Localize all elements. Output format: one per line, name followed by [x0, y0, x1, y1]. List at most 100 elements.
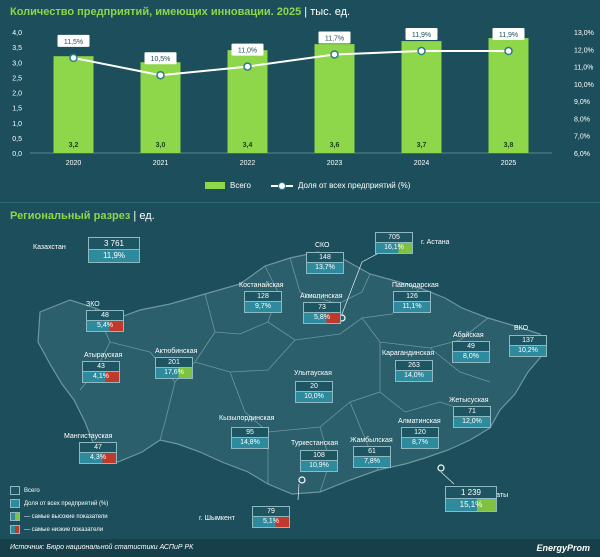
x-tick-label: 2023 [327, 160, 343, 167]
bar-value-label: 3,6 [330, 142, 340, 149]
bar-value-label: 3,8 [504, 142, 514, 149]
y-tick-label: 4,0 [12, 30, 22, 37]
label-zko: ЗКО [86, 301, 100, 308]
label-abai: Абайская [453, 332, 484, 339]
bar [53, 56, 94, 154]
region-borders [79, 257, 491, 493]
box-karaganda: 263 14,0% [395, 360, 433, 382]
legend-total-label: Всего [24, 487, 40, 494]
share-label-bg [318, 31, 351, 44]
shymkent-marker [298, 476, 306, 484]
label-akmola: Акмолинская [300, 293, 343, 300]
bar-value-label: 3,2 [69, 142, 79, 149]
label-zhetysu: Жетысуская [449, 397, 489, 404]
y2-tick-label: 13,0% [574, 30, 594, 37]
y2-tick-label: 9,0% [574, 99, 590, 106]
box-kazakhstan: 3 761 11,9% [88, 237, 140, 263]
share-point [417, 46, 426, 56]
box-kostanay: 128 9,7% [244, 291, 282, 313]
label-astana: г. Астана [421, 239, 450, 246]
label-almaty-region: Алматинская [398, 418, 441, 425]
legend-line-swatch [270, 181, 293, 190]
legend-bar-label: Всего [230, 181, 251, 190]
y2-tick-label: 8,0% [574, 116, 590, 123]
y2-tick-label: 10,0% [574, 82, 594, 89]
x-tick-label: 2021 [153, 160, 169, 167]
regional-title: Региональный разрез | ед. [10, 210, 155, 222]
y-tick-label: 2,0 [12, 91, 22, 98]
label-pavlodar: Павлодарская [392, 282, 439, 289]
legend-bar-swatch [205, 182, 225, 189]
x-tick-label: 2020 [66, 160, 82, 167]
share-label-bg [405, 28, 438, 41]
brand-logo: EnergyProm [536, 543, 590, 553]
legend-line-label: Доля от всех предприятий (%) [297, 181, 411, 190]
box-mangistau: 47 4,3% [79, 442, 117, 464]
y-tick-label: 0,0 [12, 151, 22, 158]
share-point [156, 70, 165, 80]
map-legend: Всего Доля от всех предприятий (%) — сам… [10, 484, 108, 536]
share-label: 11,5% [64, 39, 83, 46]
chart-legend: Всего Доля от всех предприятий (%) [205, 181, 424, 190]
y2-tick-label: 11,0% [574, 65, 593, 72]
share-label-bg [57, 34, 90, 47]
box-zhambyl: 61 7,8% [353, 446, 391, 468]
box-zhetysu: 71 12,0% [453, 406, 491, 428]
label-vko: ВКО [514, 325, 529, 332]
bar [401, 41, 442, 154]
box-ulytau: 20 10,0% [295, 381, 333, 403]
y-tick-label: 2,5 [12, 75, 22, 82]
box-akmola: 73 5,8% [303, 302, 341, 324]
share-label: 11,0% [238, 48, 257, 55]
x-tick-label: 2025 [501, 160, 517, 167]
y2-tick-label: 6,0% [574, 151, 590, 158]
label-kyzylorda: Кызылординская [219, 415, 275, 422]
y-tick-label: 1,0 [12, 121, 22, 128]
share-label-bg [231, 43, 264, 56]
y-tick-label: 3,0 [12, 60, 22, 67]
box-zko: 48 5,4% [86, 310, 124, 332]
legend-low-label: — самые низкие показатели [24, 526, 104, 533]
y-tick-label: 3,5 [12, 45, 22, 52]
share-point [69, 53, 78, 63]
label-sko: СКО [315, 242, 330, 249]
label-kazakhstan: Казахстан [33, 244, 66, 251]
almaty-marker [437, 464, 445, 472]
label-karaganda: Карагандинская [382, 350, 435, 357]
x-tick-label: 2024 [414, 160, 430, 167]
box-almaty-region: 120 8,7% [401, 427, 439, 449]
share-point [330, 50, 339, 59]
legend-low-key [10, 525, 20, 534]
y-tick-label: 0,5 [12, 136, 22, 143]
bar-line-chart: 0,0 0,5 1,0 1,5 2,0 2,5 3,0 3,5 4,0 6,0% 7,0% 8,0% 9… [12, 28, 594, 167]
bar-value-label: 3,4 [243, 142, 253, 149]
share-label: 10,5% [151, 56, 171, 63]
label-mangistau: Мангистауская [64, 433, 113, 440]
bar-value-label: 3,0 [156, 142, 166, 149]
legend-high-label: — самые высокие показатели [24, 513, 108, 520]
share-label: 11,9% [412, 32, 431, 39]
y-tick-label: 1,5 [12, 106, 22, 113]
label-kostanay: Костанайская [239, 282, 284, 289]
legend-total-key [10, 486, 20, 495]
y2-tick-label: 12,0% [574, 47, 594, 54]
label-turkestan: Туркестанская [291, 440, 339, 447]
box-abai: 49 8,0% [452, 341, 490, 363]
box-astana: 705 16,1% [375, 232, 413, 254]
box-vko: 137 10,2% [509, 335, 547, 357]
chart-title: Количество предприятий, имеющих инноваци… [10, 6, 351, 18]
share-point [504, 46, 513, 56]
share-label-bg [144, 52, 177, 65]
box-shymkent: 79 5,1% [252, 506, 290, 528]
box-kyzylorda: 95 14,8% [231, 427, 269, 449]
legend-share-key [10, 499, 20, 508]
x-tick-label: 2022 [240, 160, 256, 167]
share-label: 11,7% [325, 35, 344, 42]
legend-share-label: Доля от всех предприятий (%) [24, 500, 109, 507]
share-label-bg [492, 28, 525, 41]
source-text: Источник: Бюро национальной статистики А… [10, 544, 194, 551]
bar-value-label: 3,7 [417, 142, 427, 149]
label-shymkent: г. Шымкент [199, 515, 235, 522]
legend-high-key [10, 512, 20, 521]
bar [314, 44, 355, 153]
